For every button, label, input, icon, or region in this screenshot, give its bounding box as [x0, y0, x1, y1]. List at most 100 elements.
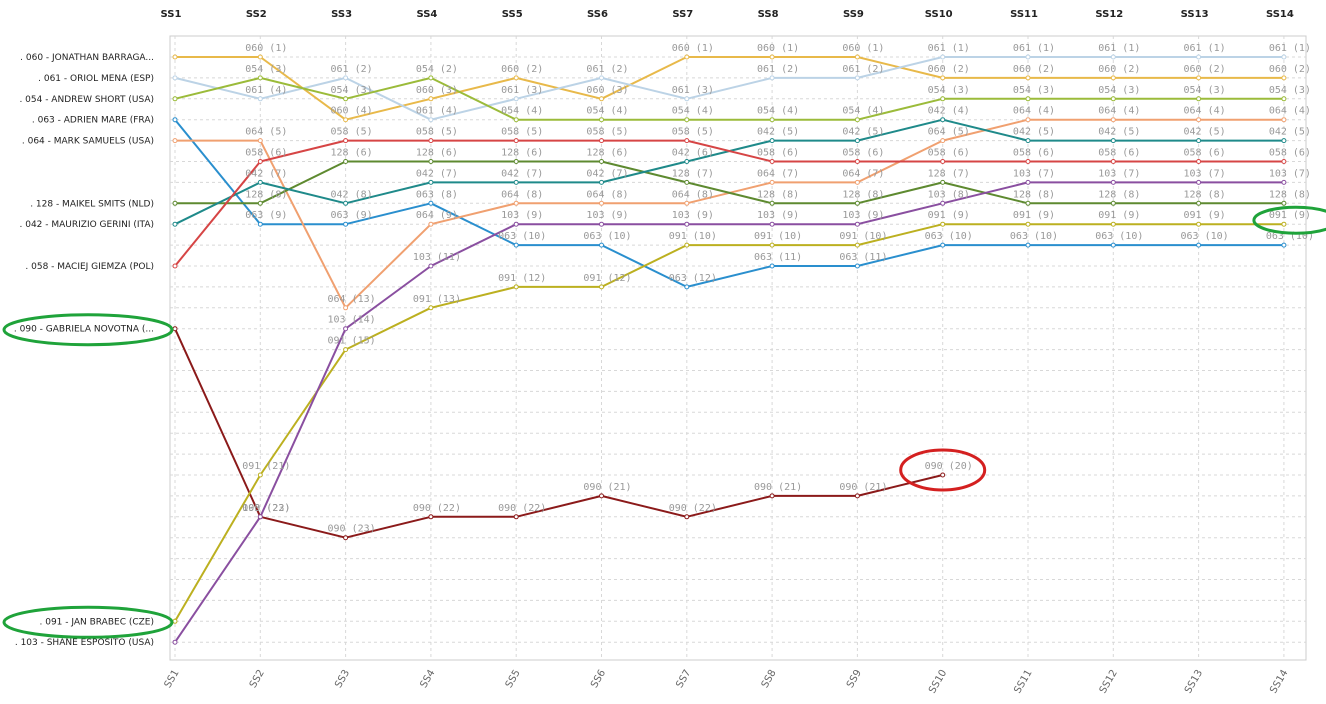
- point-058-SS10[interactable]: [940, 159, 946, 164]
- point-060-SS13[interactable]: [1196, 75, 1202, 81]
- point-064-SS1[interactable]: [172, 138, 178, 144]
- point-064-SS5[interactable]: [513, 200, 519, 206]
- point-058-SS4[interactable]: [428, 138, 434, 144]
- point-063-SS3[interactable]: [343, 221, 349, 227]
- point-058-SS7[interactable]: [684, 138, 690, 144]
- point-063-SS1[interactable]: [172, 117, 178, 123]
- point-103-SS14[interactable]: [1281, 179, 1287, 185]
- point-058-SS13[interactable]: [1196, 159, 1202, 164]
- point-064-SS12[interactable]: [1110, 117, 1116, 123]
- point-061-SS10[interactable]: [940, 54, 946, 60]
- point-128-SS11[interactable]: [1025, 200, 1031, 206]
- point-090-SS6[interactable]: [599, 493, 604, 499]
- point-128-SS4[interactable]: [428, 159, 434, 164]
- point-128-SS5[interactable]: [513, 159, 519, 164]
- point-058-SS1[interactable]: [172, 263, 178, 269]
- point-063-SS13[interactable]: [1196, 242, 1202, 248]
- point-090-SS4[interactable]: [428, 514, 434, 520]
- point-128-SS14[interactable]: [1281, 200, 1287, 206]
- point-058-SS11[interactable]: [1025, 159, 1031, 164]
- point-090-SS3[interactable]: [343, 535, 349, 541]
- point-091-SS10[interactable]: [940, 221, 946, 227]
- point-060-SS3[interactable]: [343, 117, 349, 123]
- point-091-SS4[interactable]: [428, 305, 434, 311]
- point-091-SS9[interactable]: [854, 242, 860, 248]
- point-042-SS10[interactable]: [940, 117, 946, 123]
- point-063-SS8[interactable]: [769, 263, 775, 269]
- point-054-SS5[interactable]: [513, 117, 519, 123]
- point-042-SS1[interactable]: [172, 221, 178, 227]
- point-064-SS4[interactable]: [428, 221, 434, 227]
- point-064-SS6[interactable]: [599, 200, 604, 206]
- point-063-SS10[interactable]: [940, 242, 946, 248]
- point-060-SS10[interactable]: [940, 75, 946, 81]
- point-064-SS8[interactable]: [769, 179, 775, 185]
- point-054-SS1[interactable]: [172, 96, 178, 102]
- point-063-SS12[interactable]: [1110, 242, 1116, 248]
- point-042-SS4[interactable]: [428, 179, 434, 185]
- point-061-SS1[interactable]: [172, 75, 178, 81]
- point-058-SS2[interactable]: [257, 159, 263, 164]
- point-090-SS5[interactable]: [513, 514, 519, 520]
- point-090-SS1[interactable]: [172, 326, 178, 332]
- point-060-SS6[interactable]: [599, 96, 604, 102]
- point-054-SS6[interactable]: [599, 117, 604, 123]
- point-063-SS11[interactable]: [1025, 242, 1031, 248]
- point-128-SS9[interactable]: [854, 200, 860, 206]
- point-091-SS1[interactable]: [172, 618, 178, 624]
- point-064-SS10[interactable]: [940, 138, 946, 144]
- point-061-SS14[interactable]: [1281, 54, 1287, 60]
- point-103-SS8[interactable]: [769, 221, 775, 227]
- point-054-SS4[interactable]: [428, 75, 434, 81]
- point-042-SS7[interactable]: [684, 159, 690, 164]
- point-128-SS3[interactable]: [343, 159, 349, 164]
- point-061-SS6[interactable]: [599, 75, 604, 81]
- point-060-SS9[interactable]: [854, 54, 860, 60]
- point-042-SS12[interactable]: [1110, 138, 1116, 144]
- point-042-SS14[interactable]: [1281, 138, 1287, 144]
- point-042-SS11[interactable]: [1025, 138, 1031, 144]
- point-061-SS11[interactable]: [1025, 54, 1031, 60]
- point-064-SS9[interactable]: [854, 179, 860, 185]
- point-064-SS3[interactable]: [343, 305, 349, 311]
- point-060-SS7[interactable]: [684, 54, 690, 60]
- point-054-SS12[interactable]: [1110, 96, 1116, 102]
- point-058-SS9[interactable]: [854, 159, 860, 164]
- point-128-SS8[interactable]: [769, 200, 775, 206]
- point-091-SS8[interactable]: [769, 242, 775, 248]
- point-103-SS9[interactable]: [854, 221, 860, 227]
- point-058-SS3[interactable]: [343, 138, 349, 144]
- point-054-SS14[interactable]: [1281, 96, 1287, 102]
- point-061-SS9[interactable]: [854, 75, 860, 81]
- point-054-SS2[interactable]: [257, 75, 263, 81]
- point-103-SS2[interactable]: [257, 514, 263, 520]
- point-128-SS7[interactable]: [684, 179, 690, 185]
- point-064-SS2[interactable]: [257, 138, 263, 144]
- point-064-SS13[interactable]: [1196, 117, 1202, 123]
- point-061-SS4[interactable]: [428, 117, 434, 123]
- point-103-SS10[interactable]: [940, 200, 946, 206]
- point-091-SS11[interactable]: [1025, 221, 1031, 227]
- point-063-SS5[interactable]: [513, 242, 519, 248]
- point-128-SS10[interactable]: [940, 179, 946, 185]
- point-063-SS2[interactable]: [257, 221, 263, 227]
- point-042-SS5[interactable]: [513, 179, 519, 185]
- point-054-SS13[interactable]: [1196, 96, 1202, 102]
- point-061-SS3[interactable]: [343, 75, 349, 81]
- point-060-SS14[interactable]: [1281, 75, 1287, 81]
- point-063-SS4[interactable]: [428, 200, 434, 206]
- point-090-SS9[interactable]: [854, 493, 860, 499]
- point-061-SS5[interactable]: [513, 96, 519, 102]
- point-054-SS7[interactable]: [684, 117, 690, 123]
- point-103-SS7[interactable]: [684, 221, 690, 227]
- point-060-SS8[interactable]: [769, 54, 775, 60]
- point-091-SS13[interactable]: [1196, 221, 1202, 227]
- point-090-SS7[interactable]: [684, 514, 690, 520]
- point-054-SS9[interactable]: [854, 117, 860, 123]
- point-063-SS14[interactable]: [1281, 242, 1287, 248]
- point-091-SS6[interactable]: [599, 284, 604, 290]
- point-063-SS7[interactable]: [684, 284, 690, 290]
- point-054-SS8[interactable]: [769, 117, 775, 123]
- point-064-SS14[interactable]: [1281, 117, 1287, 123]
- point-091-SS3[interactable]: [343, 347, 349, 353]
